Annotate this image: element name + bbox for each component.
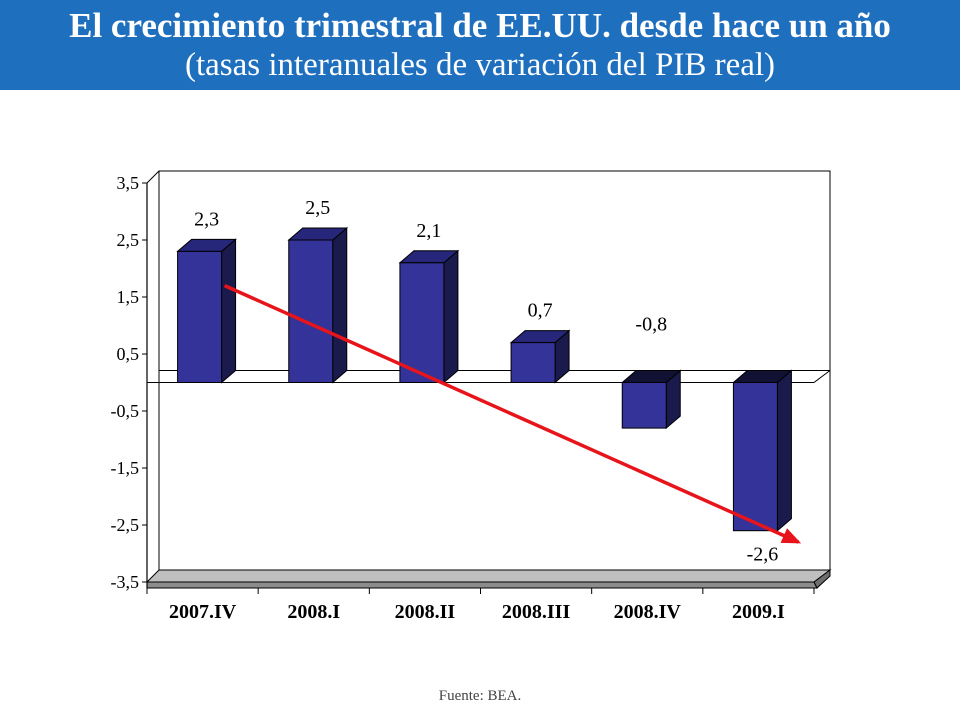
y-tick-label: 0,5 xyxy=(117,344,140,364)
data-label: 2,3 xyxy=(194,208,219,230)
y-tick-label: 2,5 xyxy=(117,230,140,250)
y-tick-label: -2,5 xyxy=(111,515,140,535)
y-tick-label: 1,5 xyxy=(117,287,140,307)
x-tick-label: 2009.I xyxy=(732,601,785,623)
trend-arrow-line xyxy=(223,284,800,544)
bar-front xyxy=(177,250,223,383)
data-label: 0,7 xyxy=(528,300,553,322)
trend-arrow-head xyxy=(780,528,802,544)
page-subtitle: (tasas interanuales de variación del PIB… xyxy=(184,47,776,83)
x-tick-label: 2008.II xyxy=(395,601,456,623)
page-title: El crecimiento trimestral de EE.UU. desd… xyxy=(69,6,891,45)
x-tick-label: 2008.I xyxy=(287,601,340,623)
bar-2009.I xyxy=(732,369,793,532)
plot-side-edge xyxy=(146,170,160,184)
source-note: Fuente: BEA. xyxy=(438,688,522,704)
bar-side xyxy=(776,369,792,532)
header-banner: El crecimiento trimestral de EE.UU. desd… xyxy=(0,0,960,90)
bar-front xyxy=(288,239,334,383)
bar-front xyxy=(510,342,556,384)
y-tick-label: -3,5 xyxy=(111,572,140,592)
y-tick-label: 3,5 xyxy=(117,173,140,193)
bar-2008.II xyxy=(398,249,460,384)
data-label: 2,5 xyxy=(305,197,330,219)
bar-front xyxy=(621,382,667,429)
zero-baseline-edge xyxy=(813,370,831,383)
bar-2007.IV xyxy=(176,238,237,384)
chart-floor-front xyxy=(146,581,818,589)
bar-side xyxy=(221,238,237,384)
x-tick-label: 2007.IV xyxy=(169,601,237,623)
bar-2008.IV xyxy=(620,369,682,430)
data-label: -2,6 xyxy=(747,544,779,566)
bar-front xyxy=(399,262,445,383)
y-tick-label: -1,5 xyxy=(111,458,140,478)
bar-front xyxy=(732,382,778,532)
bar-side xyxy=(332,226,348,384)
y-tick-label: -0,5 xyxy=(111,401,140,421)
chart-floor xyxy=(145,569,832,583)
x-tick-label: 2008.IV xyxy=(614,601,682,623)
data-label: 2,1 xyxy=(416,220,441,242)
bar-side xyxy=(443,249,459,384)
chart-floor-side xyxy=(813,569,831,589)
bar-2008.III xyxy=(509,329,571,384)
data-label: -0,8 xyxy=(635,314,667,336)
x-tick-label: 2008.III xyxy=(502,601,571,623)
bar-2008.I xyxy=(287,226,349,384)
